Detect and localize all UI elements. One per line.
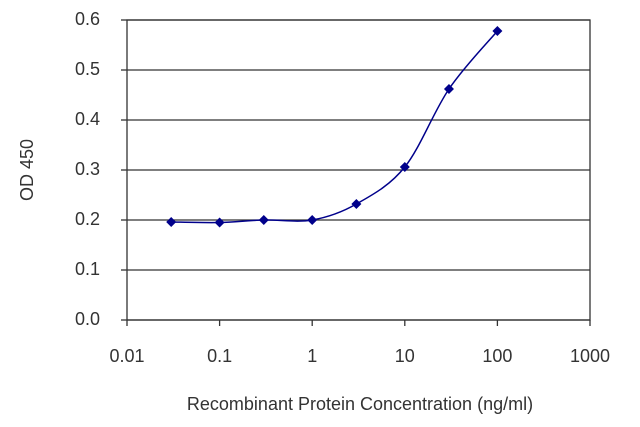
data-point — [214, 217, 225, 228]
x-tick-label: 0.1 — [207, 346, 232, 366]
y-tick-label: 0.1 — [75, 259, 100, 279]
y-axis-label: OD 450 — [17, 139, 37, 201]
y-tick-label: 0.4 — [75, 109, 100, 129]
data-point — [258, 215, 269, 225]
x-tick-label: 0.01 — [109, 346, 144, 366]
y-tick-label: 0.5 — [75, 59, 100, 79]
data-point — [492, 26, 503, 36]
data-point — [166, 217, 177, 227]
x-axis-label: Recombinant Protein Concentration (ng/ml… — [187, 394, 533, 414]
y-tick-label: 0.6 — [75, 9, 100, 29]
x-tick-label: 10 — [395, 346, 415, 366]
data-point — [399, 162, 410, 172]
y-tick-label: 0.3 — [75, 159, 100, 179]
y-tick-label: 0.2 — [75, 209, 100, 229]
data-point — [443, 84, 454, 94]
data-point — [307, 215, 318, 225]
x-tick-label: 100 — [482, 346, 512, 366]
y-tick-label: 0.0 — [75, 309, 100, 329]
data-point — [351, 199, 362, 209]
x-tick-label: 1000 — [570, 346, 610, 366]
x-tick-label: 1 — [307, 346, 317, 366]
